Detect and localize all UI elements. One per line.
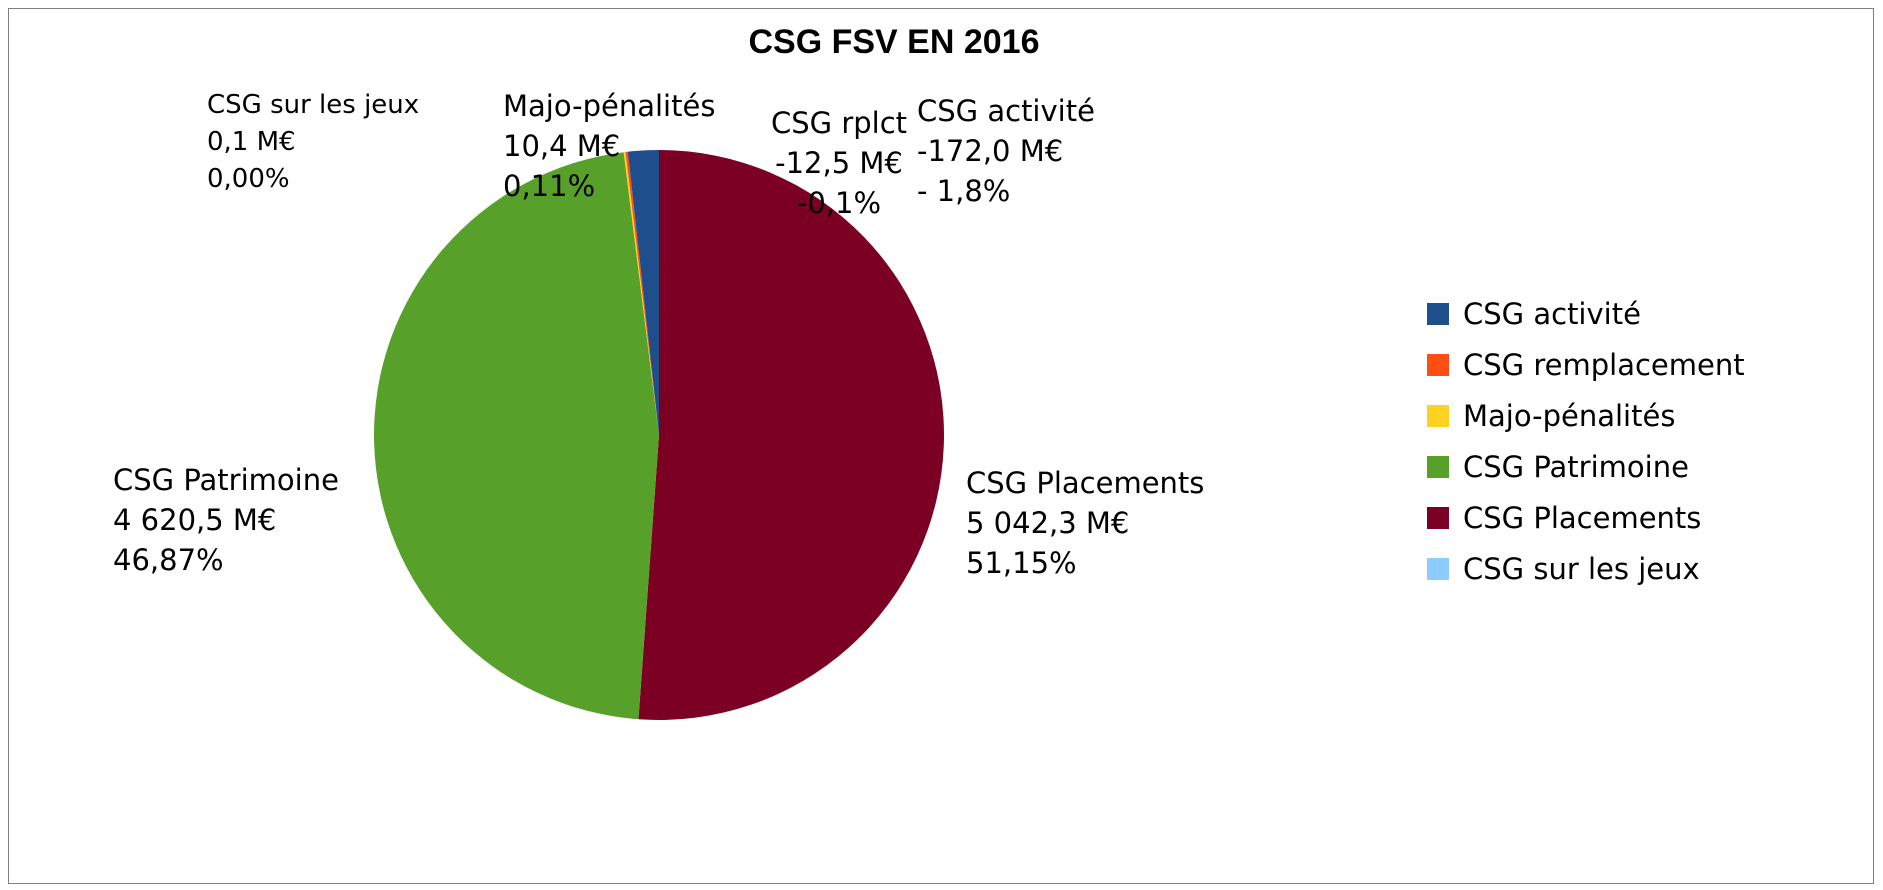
data-label-line: Majo-pénalités [503,89,715,123]
data-label-line: 10,4 M€ [503,129,620,163]
data-label-line: CSG activité [917,94,1095,128]
chart-frame: CSG FSV EN 2016 CSG activité -172,0 M€ - 1… [8,8,1874,884]
data-label-csg-remplacement: CSG rplct -12,5 M€ -0,1% [771,106,907,220]
legend-label-majo-p-nalit-s: Majo-pénalités [1463,399,1675,433]
pie-slice-csg-placements [638,150,944,720]
legend-label-csg-sur-les-jeux: CSG sur les jeux [1463,552,1700,586]
data-label-csg-patrimoine: CSG Patrimoine 4 620,5 M€ 46,87% [113,463,339,577]
pie-slice-csg-patrimoine [373,152,659,720]
data-label-csg-placements: CSG Placements 5 042,3 M€ 51,15% [966,466,1204,580]
data-label-line: -0,1% [797,186,881,220]
data-label-line: - 1,8% [917,174,1010,208]
data-label-line: CSG sur les jeux [207,90,419,120]
data-label-line: -172,0 M€ [917,134,1063,168]
legend-swatch-csg-patrimoine [1427,456,1449,478]
data-label-line: 46,87% [113,543,224,577]
data-label-line: CSG Placements [966,466,1204,500]
data-label-csg-activit-: CSG activité -172,0 M€ - 1,8% [917,94,1095,208]
data-labels: CSG activité -172,0 M€ - 1,8% CSG rplct -12,… [113,89,1204,580]
data-label-line: 0,00% [207,164,290,194]
legend-swatch-majo-p-nalit-s [1427,405,1449,427]
legend: CSG activité CSG remplacement Majo-pénalit… [1427,297,1745,586]
pie-slice-csg-activit- [627,150,659,435]
legend-label-csg-placements: CSG Placements [1463,501,1701,535]
data-label-line: -12,5 M€ [775,146,903,180]
data-label-line: 4 620,5 M€ [113,503,276,537]
legend-swatch-csg-sur-les-jeux [1427,558,1449,580]
legend-swatch-csg-placements [1427,507,1449,529]
data-label-line: 0,1 M€ [207,127,296,157]
data-label-line: CSG rplct [771,106,907,140]
pie-slice-csg-sur-les-jeux [638,435,659,720]
data-label-csg-sur-les-jeux: CSG sur les jeux 0,1 M€ 0,00% [207,90,419,194]
pie-slice-majo-p-nalit-s [623,151,659,435]
legend-swatch-csg-activit- [1427,303,1449,325]
data-label-majo-p-nalit-s: Majo-pénalités 10,4 M€ 0,11% [503,89,715,203]
data-label-line: 5 042,3 M€ [966,506,1129,540]
pie-slice-csg-remplacement [625,151,659,436]
data-label-line: 51,15% [966,546,1077,580]
data-label-line: CSG Patrimoine [113,463,339,497]
data-label-line: 0,11% [503,169,595,203]
legend-label-csg-activit-: CSG activité [1463,297,1641,331]
pie-chart: CSG FSV EN 2016 CSG activité -172,0 M€ - 1… [113,23,1745,720]
legend-swatch-csg-remplacement [1427,354,1449,376]
chart-title: CSG FSV EN 2016 [748,23,1039,61]
legend-label-csg-remplacement: CSG remplacement [1463,348,1745,382]
pie-slices [373,150,944,720]
legend-label-csg-patrimoine: CSG Patrimoine [1463,450,1689,484]
